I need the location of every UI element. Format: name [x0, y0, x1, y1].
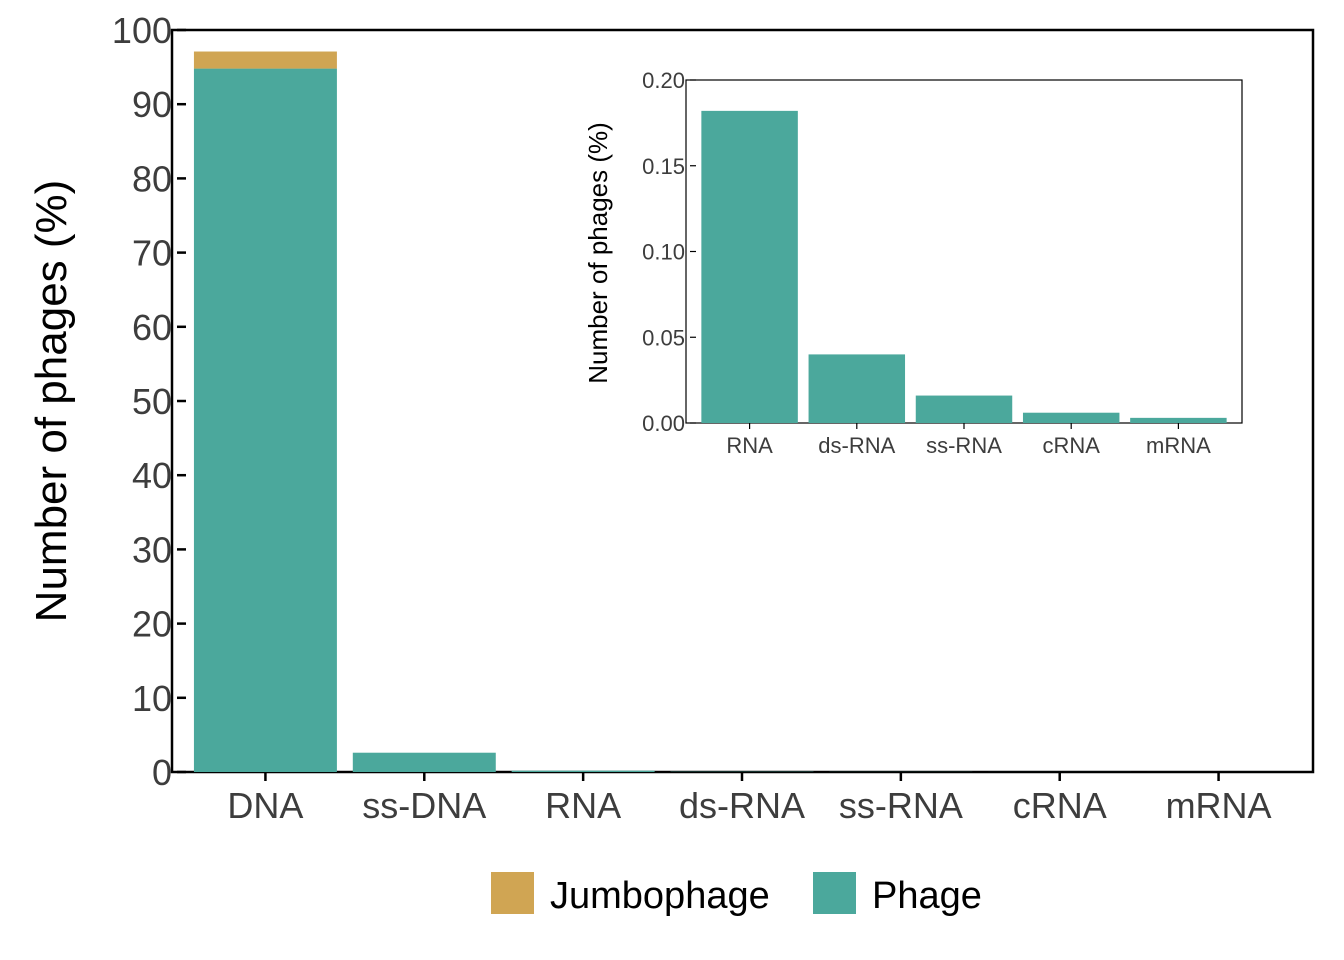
main-bar-phage-ss-dna: [352, 752, 496, 772]
main-xtick-label: RNA: [545, 785, 621, 826]
main-y-axis-label: Number of phages (%): [27, 180, 76, 623]
inset-ytick-label: 0.00: [642, 411, 685, 436]
inset-ytick-label: 0.10: [642, 240, 685, 265]
inset-xtick-label: cRNA: [1042, 433, 1100, 458]
main-chart: 0 10 20 30 40 50 60 70 80 90 100 DNA ss-DNA RNA ds-RN…: [27, 10, 1315, 826]
legend-swatch-phage: [813, 872, 856, 914]
legend-swatch-jumbophage: [491, 872, 534, 914]
legend: Jumbophage Phage: [491, 872, 982, 917]
main-ytick-label: 20: [132, 604, 172, 645]
inset-bar-phage-ds-rna: [808, 354, 906, 423]
inset-xtick-label: RNA: [726, 433, 773, 458]
main-xtick-label: cRNA: [1013, 785, 1107, 826]
main-xtick-label: ss-RNA: [839, 785, 963, 826]
main-bar-jumbophage-dna: [193, 51, 337, 69]
main-ytick-label: 0: [152, 752, 172, 793]
inset-bar-phage-rna: [701, 110, 798, 424]
inset-ytick-label: 0.20: [642, 68, 685, 93]
main-ytick-label: 90: [132, 84, 172, 125]
inset-chart: 0.00 0.05 0.10 0.15 0.20 RNA ds-RNA ss-RNA cRNA…: [583, 68, 1243, 458]
main-ytick-label: 60: [132, 307, 172, 348]
main-x-axis: DNA ss-DNA RNA ds-RNA ss-RNA cRNA mRNA: [227, 772, 1272, 826]
inset-ytick-label: 0.05: [642, 325, 685, 350]
legend-label-jumbophage: Jumbophage: [550, 875, 770, 917]
main-xtick-label: DNA: [227, 785, 303, 826]
inset-xtick-label: mRNA: [1146, 433, 1211, 458]
inset-x-axis: RNA ds-RNA ss-RNA cRNA mRNA: [726, 423, 1211, 458]
main-bar-phage-rna: [511, 770, 655, 772]
main-y-axis: 0 10 20 30 40 50 60 70 80 90 100: [112, 10, 186, 793]
main-bars: [193, 51, 1291, 772]
inset-xtick-label: ds-RNA: [818, 433, 895, 458]
main-ytick-label: 10: [132, 678, 172, 719]
main-xtick-label: mRNA: [1166, 785, 1272, 826]
inset-bar-phage-ss-rna: [915, 395, 1013, 423]
main-xtick-label: ds-RNA: [679, 785, 805, 826]
legend-label-phage: Phage: [872, 875, 982, 917]
main-bar-phage-dna: [193, 68, 337, 772]
main-ytick-label: 80: [132, 158, 172, 199]
main-ytick-label: 40: [132, 455, 172, 496]
main-ytick-label: 70: [132, 233, 172, 274]
inset-bars: [701, 110, 1227, 424]
inset-bar-phage-mrna: [1130, 417, 1227, 423]
main-ytick-label: 30: [132, 529, 172, 570]
main-ytick-label: 100: [112, 10, 172, 51]
main-xtick-label: ss-DNA: [362, 785, 486, 826]
inset-xtick-label: ss-RNA: [926, 433, 1002, 458]
inset-y-axis: 0.00 0.05 0.10 0.15 0.20: [642, 68, 696, 436]
inset-bar-phage-crna: [1022, 412, 1120, 423]
inset-ytick-label: 0.15: [642, 154, 685, 179]
main-ytick-label: 50: [132, 381, 172, 422]
inset-y-axis-label: Number of phages (%): [583, 122, 613, 384]
